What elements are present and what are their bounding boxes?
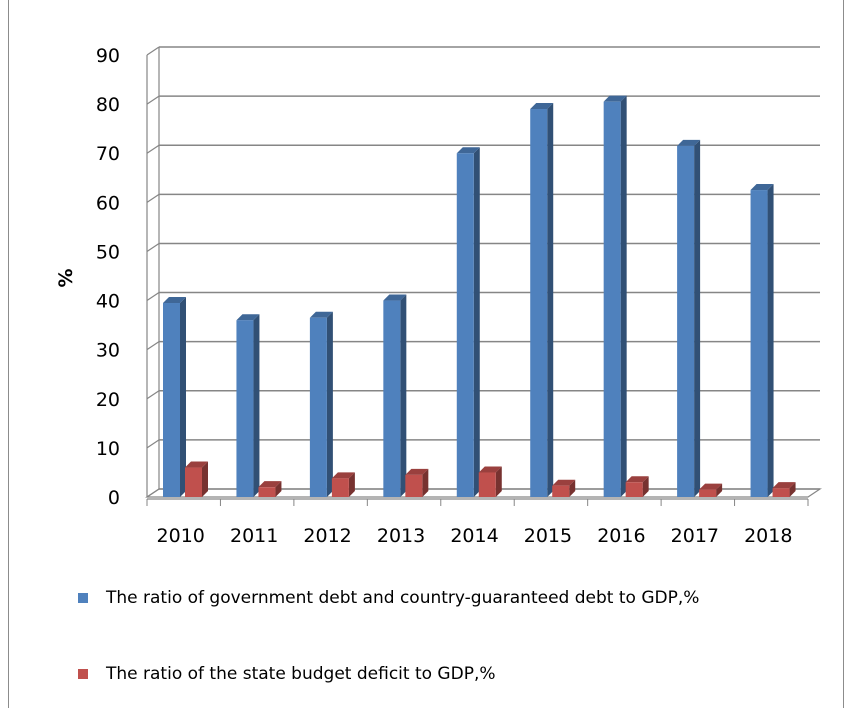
- x-tick-label: 2013: [377, 525, 425, 547]
- gridline-side: [146, 341, 160, 351]
- bar-top: [699, 483, 723, 490]
- bar-top: [163, 297, 186, 304]
- bar-top: [309, 311, 333, 318]
- bar-top: [478, 466, 502, 473]
- x-tick-label: 2017: [671, 525, 719, 547]
- legend-item-debt: The ratio of government debt and country…: [78, 588, 699, 608]
- y-tick-label: 90: [96, 45, 120, 67]
- bar-side: [400, 294, 407, 497]
- legend-label-deficit: The ratio of the state budget deficit to…: [106, 664, 496, 684]
- x-tick-label: 2018: [744, 525, 792, 547]
- bar-top: [772, 482, 796, 489]
- bar-top: [383, 294, 407, 301]
- bar: [750, 190, 768, 498]
- bar: [530, 109, 548, 498]
- y-tick-label: 30: [96, 340, 120, 362]
- x-tick-label: 2010: [157, 525, 205, 547]
- bar-top: [331, 472, 355, 479]
- bar: [699, 489, 717, 497]
- bar: [456, 153, 474, 497]
- bar: [625, 482, 643, 497]
- legend-item-deficit: The ratio of the state budget deficit to…: [78, 664, 496, 684]
- y-tick-label: 50: [96, 241, 120, 263]
- bar: [331, 478, 349, 497]
- y-axis-label: %: [55, 268, 77, 287]
- y-tick-label: 20: [96, 389, 120, 411]
- y-tick-label: 70: [96, 143, 120, 165]
- bar-top: [603, 95, 627, 102]
- bar-top: [750, 184, 774, 191]
- bar-side: [326, 311, 333, 497]
- x-tick-label: 2012: [303, 525, 351, 547]
- bar: [383, 300, 401, 497]
- bar-side: [716, 483, 723, 497]
- bar-top: [258, 481, 282, 488]
- legend-swatch-debt: [78, 593, 88, 603]
- bar-side: [495, 466, 502, 497]
- chart-frame: [8, 0, 844, 708]
- bar: [309, 317, 327, 497]
- gridline-side: [146, 390, 160, 400]
- legend-swatch-deficit: [78, 669, 88, 679]
- gridline-side: [146, 242, 160, 252]
- bar-side: [348, 472, 355, 497]
- gridline-side: [146, 46, 160, 56]
- bar: [552, 485, 570, 497]
- bar-top: [236, 314, 260, 321]
- gridline-side: [146, 193, 160, 203]
- bar: [603, 101, 621, 498]
- bar-top: [185, 461, 208, 468]
- bar-top: [625, 476, 649, 483]
- x-tick-label: 2015: [524, 525, 572, 547]
- bar: [163, 303, 180, 497]
- gridline-side: [146, 292, 160, 302]
- bar-side: [275, 481, 282, 497]
- gridline-side: [146, 439, 160, 449]
- bar-side: [422, 468, 429, 497]
- bar: [478, 472, 496, 497]
- bar-side: [620, 95, 627, 498]
- x-tick-label: 2011: [230, 525, 278, 547]
- bar-side: [767, 184, 774, 498]
- x-tick-label: 2014: [450, 525, 498, 547]
- chart-floor: [145, 488, 822, 498]
- y-tick-label: 60: [96, 192, 120, 214]
- bar-side: [642, 476, 649, 497]
- y-tick-label: 40: [96, 291, 120, 313]
- bar-side: [569, 479, 576, 497]
- y-tick-label: 0: [108, 487, 120, 509]
- bar-side: [253, 314, 260, 497]
- bar: [185, 467, 202, 497]
- bar-side: [694, 139, 701, 497]
- bar: [258, 487, 276, 497]
- bar-side: [547, 103, 554, 498]
- bar: [405, 474, 423, 497]
- bar: [677, 145, 695, 497]
- bar-top: [677, 139, 701, 146]
- y-tick-label: 80: [96, 94, 120, 116]
- y-tick-label: 10: [96, 438, 120, 460]
- bar-top: [552, 479, 576, 486]
- bar-top: [405, 468, 429, 475]
- x-tick-label: 2016: [597, 525, 645, 547]
- bar-top: [530, 103, 554, 110]
- bar-top: [456, 147, 480, 154]
- bar: [772, 488, 790, 497]
- bar-side: [180, 297, 186, 497]
- bar-side: [202, 461, 208, 497]
- gridline-side: [146, 144, 160, 154]
- bar-side: [789, 482, 796, 497]
- gridline-side: [146, 95, 160, 105]
- bar: [236, 320, 254, 497]
- legend-label-debt: The ratio of government debt and country…: [106, 588, 700, 608]
- bar-side: [473, 147, 480, 497]
